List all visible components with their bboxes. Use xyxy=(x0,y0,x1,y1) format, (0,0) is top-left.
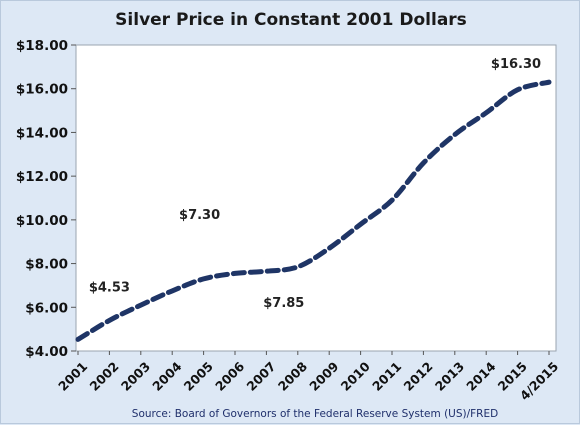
y-tick-label: $12.00 xyxy=(16,169,68,185)
y-tick-label: $8.00 xyxy=(25,257,68,273)
y-axis: $4.00 $6.00 $8.00 $10.00 $12.00 $14.00 $16.00 $… xyxy=(16,38,76,360)
y-tick-label: $4.00 xyxy=(25,344,68,360)
source-note: Source: Board of Governors of the Federa… xyxy=(132,408,498,420)
x-tick-label: 2005 xyxy=(181,359,216,394)
y-tick-label: $10.00 xyxy=(16,213,68,229)
x-tick-label: 2012 xyxy=(400,359,435,394)
x-tick-label: 2003 xyxy=(118,359,153,394)
y-tick-label: $14.00 xyxy=(16,125,68,141)
x-tick-label: 2014 xyxy=(463,358,498,393)
plot-area xyxy=(76,45,556,351)
data-label: $16.30 xyxy=(491,57,541,72)
x-axis: 2001200220032004200520062007200820092010… xyxy=(55,351,561,403)
x-tick-label: 2009 xyxy=(306,359,341,394)
x-tick-label: 2001 xyxy=(55,359,90,394)
x-tick-label: 2004 xyxy=(149,358,184,393)
x-tick-label: 2013 xyxy=(432,359,467,394)
x-tick-label: 2011 xyxy=(369,359,404,394)
x-tick-label: 2010 xyxy=(338,358,373,393)
x-tick-label: 2007 xyxy=(243,359,278,394)
data-label: $7.85 xyxy=(263,296,304,311)
data-label: $7.30 xyxy=(179,208,220,223)
x-tick-label: 2008 xyxy=(275,359,310,394)
x-tick-label: 2002 xyxy=(86,359,121,394)
x-tick-label: 2006 xyxy=(212,358,247,393)
y-tick-label: $16.00 xyxy=(16,82,68,98)
y-tick-label: $18.00 xyxy=(16,38,68,54)
y-tick-label: $6.00 xyxy=(25,300,68,316)
chart-title: Silver Price in Constant 2001 Dollars xyxy=(115,10,467,30)
data-label: $4.53 xyxy=(89,280,130,295)
